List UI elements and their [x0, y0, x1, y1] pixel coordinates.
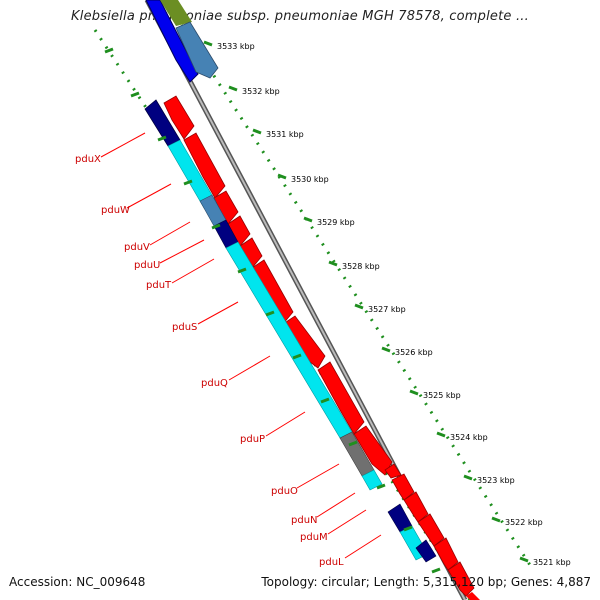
scale-tick-label: 3523 kbp	[477, 476, 515, 485]
reverse-strand-genes	[144, 99, 437, 563]
inner-scale-tick	[183, 179, 193, 186]
gene-label-pduM[interactable]: pduM	[300, 532, 328, 543]
gene-label-leader	[265, 411, 306, 437]
gene-label-pduQ[interactable]: pduQ	[201, 378, 228, 389]
gene-forward[interactable]	[447, 561, 475, 597]
scale-tick-label: 3528 kbp	[342, 262, 380, 271]
gene-forward[interactable]	[433, 537, 459, 571]
scale-tick-label: 3525 kbp	[423, 391, 461, 400]
scale-tick-mark	[519, 556, 529, 563]
scale-tick-mark	[277, 173, 287, 180]
scale-tick-label: 3532 kbp	[242, 87, 280, 96]
gene-reverse-navy[interactable]	[415, 539, 437, 563]
gene-label-leader	[149, 221, 191, 246]
scale-tick-label: 3533 kbp	[217, 42, 255, 51]
gene-forward[interactable]	[384, 463, 402, 479]
gene-label-leader	[316, 492, 356, 518]
gene-label-pduN[interactable]: pduN	[291, 515, 318, 526]
scale-tick-label: 3526 kbp	[395, 348, 433, 357]
genome-summary: Topology: circular; Length: 5,315,120 bp…	[261, 575, 591, 589]
gene-forward[interactable]	[317, 361, 365, 435]
scale-tick-mark	[463, 474, 473, 481]
gene-feature-olive[interactable]	[160, 0, 192, 26]
gene-label-leader	[344, 534, 382, 559]
inner-scale-tick	[104, 47, 114, 54]
scale-tick-label: 3530 kbp	[291, 175, 329, 184]
gene-label-pduL[interactable]: pduL	[319, 557, 344, 568]
scale-tick-label: 3531 kbp	[266, 130, 304, 139]
gene-reverse-cyan[interactable]	[361, 469, 383, 491]
gene-feature-blue[interactable]	[145, 0, 199, 83]
gene-label-leader	[126, 183, 172, 209]
accession-label: Accession: NC_009648	[9, 575, 146, 589]
gene-label-leader	[197, 301, 239, 325]
scale-tick-label: 3522 kbp	[505, 518, 543, 527]
inner-scale-tick	[157, 135, 167, 142]
scale-tick-mark	[409, 389, 419, 396]
inner-scale-tick	[320, 397, 330, 404]
scale-tick-label: 3521 kbp	[533, 558, 571, 567]
gene-forward[interactable]	[391, 473, 415, 501]
gene-label-leader	[228, 355, 271, 381]
scale-tick-mark	[328, 260, 338, 267]
gene-forward[interactable]	[403, 491, 429, 523]
gene-label-pduP[interactable]: pduP	[240, 434, 265, 445]
scale-tick-label: 3524 kbp	[450, 433, 488, 442]
scale-tick-mark	[203, 40, 213, 47]
gene-forward[interactable]	[163, 95, 195, 140]
gene-label-leader	[327, 509, 367, 535]
gene-label-pduS[interactable]: pduS	[172, 322, 197, 333]
gene-label-leader	[100, 132, 146, 158]
scale-tick-mark	[436, 431, 446, 438]
gene-forward[interactable]	[417, 513, 445, 547]
gene-label-leader	[296, 463, 340, 489]
inner-scale-tick	[211, 223, 221, 230]
scale-tick-mark	[354, 303, 364, 310]
outer-scale-line	[163, 0, 532, 566]
scale-tick-mark	[252, 128, 262, 135]
scale-tick-label: 3527 kbp	[368, 305, 406, 314]
gene-label-pduU[interactable]: pduU	[134, 260, 160, 271]
gene-label-pduX[interactable]: pduX	[75, 154, 101, 165]
scale-tick-mark	[491, 516, 501, 523]
scale-ticks: 3533 kbp 3532 kbp 3531 kbp 3530 kbp 3529 kbp…	[104, 40, 571, 574]
scale-tick-mark	[381, 346, 391, 353]
gene-label-pduV[interactable]: pduV	[124, 242, 150, 253]
gene-feature-steel[interactable]	[175, 21, 219, 79]
gene-label-leader	[159, 239, 205, 264]
gene-forward[interactable]	[466, 592, 480, 600]
inner-scale-tick	[237, 267, 247, 274]
gene-forward[interactable]	[183, 132, 226, 199]
forward-strand-genes	[163, 95, 480, 600]
gene-label-pduO[interactable]: pduO	[271, 486, 298, 497]
inner-scale-tick	[431, 567, 441, 574]
inner-scale-tick	[130, 91, 140, 98]
scale-tick-mark	[228, 85, 238, 92]
gene-label-pduW[interactable]: pduW	[101, 205, 130, 216]
inner-scale-tick	[265, 310, 275, 317]
gene-label-pduT[interactable]: pduT	[146, 280, 172, 291]
gene-label-leader	[171, 258, 215, 284]
scale-tick-mark	[303, 216, 313, 223]
inner-scale-tick	[403, 525, 413, 532]
upstream-features	[145, 0, 219, 83]
gene-labels: pduX pduW pduV pduU pduT pduS pduQ pduP pduO pduN…	[75, 132, 382, 568]
inner-scale-tick	[348, 440, 358, 447]
scale-tick-label: 3529 kbp	[317, 218, 355, 227]
inner-scale-tick	[292, 353, 302, 360]
inner-scale-tick	[376, 483, 386, 490]
